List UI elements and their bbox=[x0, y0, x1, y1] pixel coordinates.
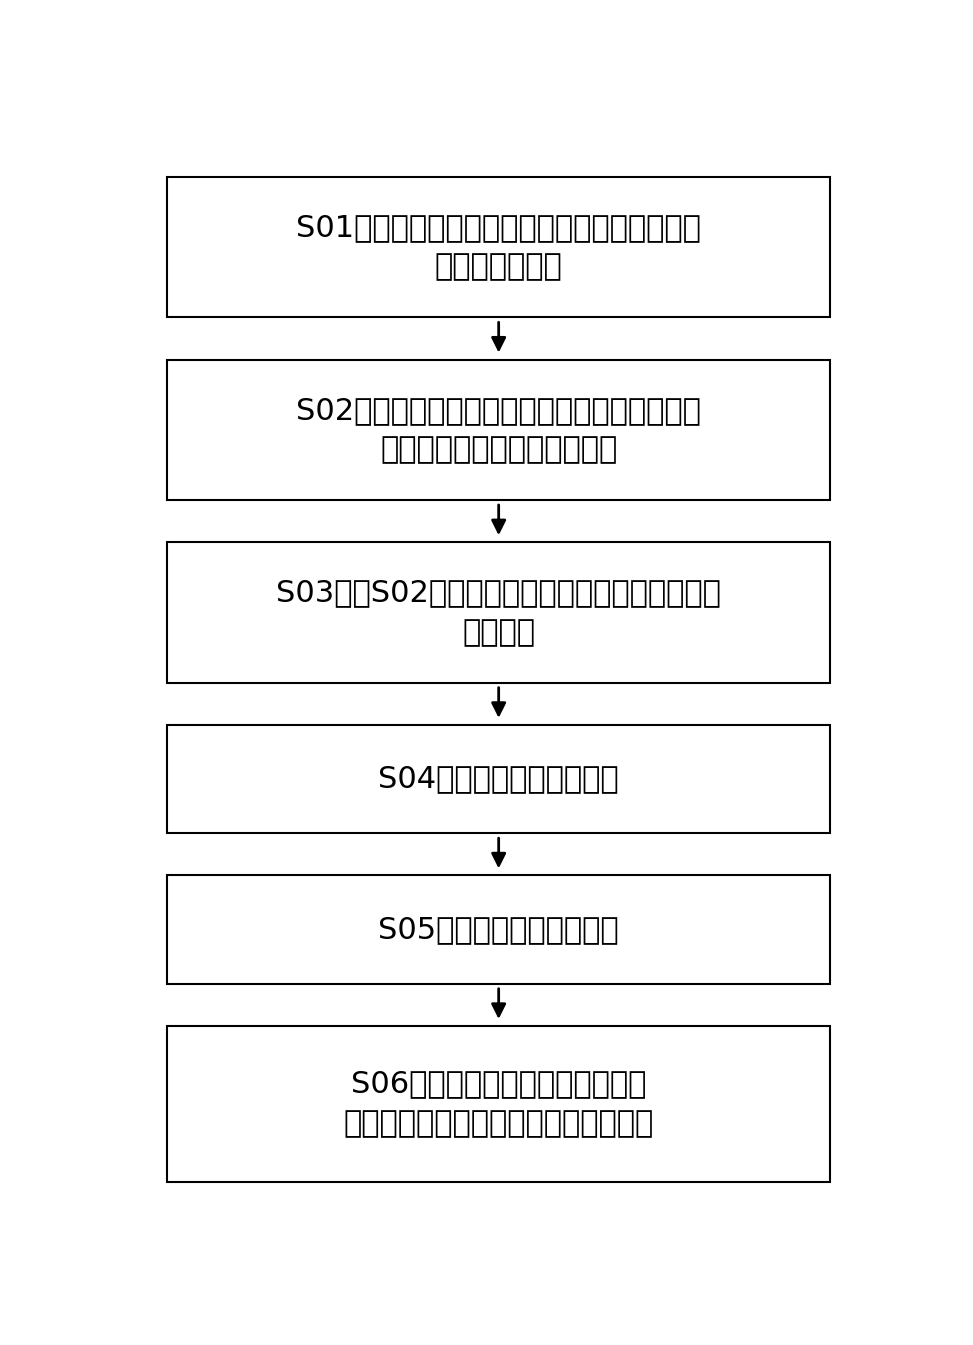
Text: 的区域，完成壳单元网格划分: 的区域，完成壳单元网格划分 bbox=[380, 434, 617, 464]
Text: S06：对得到的模型进行模态分析: S06：对得到的模型进行模态分析 bbox=[351, 1069, 646, 1099]
Text: 和动力学响应分析，得到数值计算结果: 和动力学响应分析，得到数值计算结果 bbox=[343, 1108, 654, 1138]
Text: S02：根据贮箱支耳位置，确定需划分为壳单元: S02：根据贮箱支耳位置，确定需划分为壳单元 bbox=[296, 395, 702, 425]
Bar bbox=[167, 542, 831, 683]
Text: S05：建立集中质量点单元: S05：建立集中质量点单元 bbox=[378, 915, 619, 944]
Bar bbox=[167, 1026, 831, 1181]
Text: S01：按贮箱内型面尺寸，建立贮箱结构的点、: S01：按贮箱内型面尺寸，建立贮箱结构的点、 bbox=[296, 213, 702, 242]
Text: S03：将S02确定的壳单元以外区域，完成梁单元: S03：将S02确定的壳单元以外区域，完成梁单元 bbox=[276, 578, 721, 608]
Text: 网格划分: 网格划分 bbox=[462, 617, 535, 647]
Bar bbox=[167, 359, 831, 500]
Bar bbox=[167, 725, 831, 834]
Text: S04：壳单元与梁单元对接: S04：壳单元与梁单元对接 bbox=[378, 764, 619, 794]
Bar bbox=[167, 178, 831, 317]
Bar bbox=[167, 876, 831, 983]
Text: 线和面几何模型: 线和面几何模型 bbox=[435, 253, 562, 281]
